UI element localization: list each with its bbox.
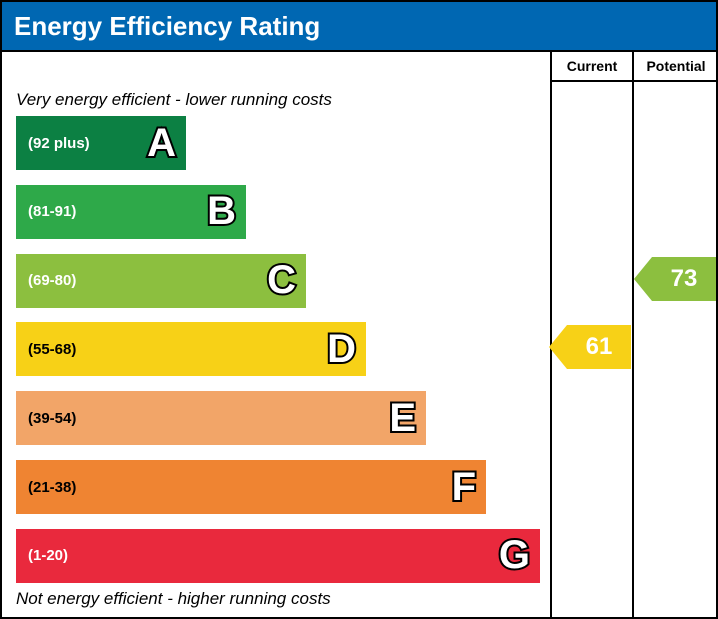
- band-letter-a: AA: [147, 121, 176, 166]
- chart-grid: Very energy efficient - lower running co…: [2, 50, 716, 617]
- band-range-a: (92 plus): [28, 135, 90, 152]
- band-range-b: (81-91): [28, 203, 76, 220]
- band-range-e: (39-54): [28, 410, 76, 427]
- band-bar-b: (81-91) BB: [16, 185, 246, 239]
- band-bar-e: (39-54) EE: [16, 391, 426, 445]
- caption-top: Very energy efficient - lower running co…: [2, 88, 550, 112]
- potential-value: 73: [671, 265, 698, 293]
- band-range-f: (21-38): [28, 479, 76, 496]
- column-potential: Potential: [632, 52, 718, 617]
- epc-chart: Energy Efficiency Rating Very energy eff…: [0, 0, 718, 619]
- header-potential: Potential: [634, 52, 718, 82]
- current-value: 61: [586, 333, 613, 361]
- band-bar-c: (69-80) CC: [16, 254, 306, 308]
- potential-pointer: 73: [652, 257, 716, 301]
- band-bar-a: (92 plus) AA: [16, 116, 186, 170]
- band-letter-d: DD: [327, 327, 356, 372]
- band-bar-g: (1-20) GG: [16, 529, 540, 583]
- band-bar-f: (21-38) FF: [16, 460, 486, 514]
- band-letter-g: GG: [499, 533, 530, 578]
- band-row-c: (69-80) CC: [16, 254, 540, 308]
- band-row-e: (39-54) EE: [16, 391, 540, 445]
- band-row-f: (21-38) FF: [16, 460, 540, 514]
- band-range-g: (1-20): [28, 547, 68, 564]
- caption-bottom: Not energy efficient - higher running co…: [2, 587, 345, 611]
- current-pointer: 61: [567, 325, 631, 369]
- band-letter-e: EE: [389, 396, 416, 441]
- band-row-d: (55-68) DD: [16, 322, 540, 376]
- header-current: Current: [552, 52, 632, 82]
- band-bar-d: (55-68) DD: [16, 322, 366, 376]
- band-row-a: (92 plus) AA: [16, 116, 540, 170]
- title-bar: Energy Efficiency Rating: [2, 2, 716, 50]
- band-letter-b: BB: [207, 189, 236, 234]
- band-letter-f: FF: [452, 465, 476, 510]
- bands-list: (92 plus) AA (81-91) BB (69-80) CC (55-68) DD (3…: [16, 116, 540, 583]
- chart-title: Energy Efficiency Rating: [14, 11, 320, 42]
- band-range-c: (69-80): [28, 272, 76, 289]
- band-row-b: (81-91) BB: [16, 185, 540, 239]
- band-range-d: (55-68): [28, 341, 76, 358]
- band-row-g: (1-20) GG: [16, 529, 540, 583]
- band-letter-c: CC: [267, 258, 296, 303]
- bands-area: Very energy efficient - lower running co…: [2, 82, 550, 617]
